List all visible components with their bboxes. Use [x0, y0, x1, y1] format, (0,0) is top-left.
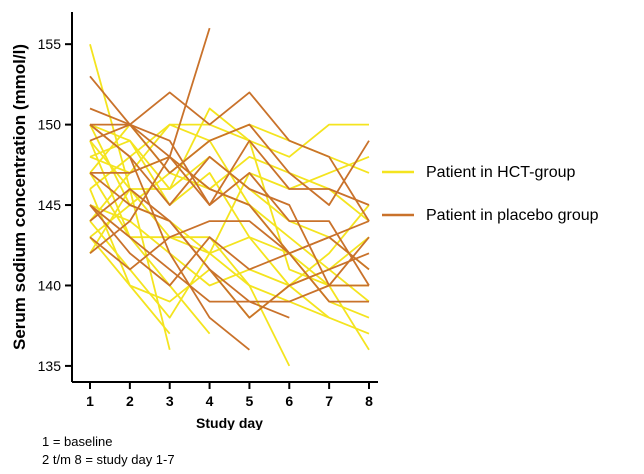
placebo-patient-line: [89, 27, 211, 158]
x-tick-label: 8: [365, 393, 373, 409]
x-axis-ticks: 1 2 3 4 5 6 7 8: [86, 382, 373, 409]
series-lines: [89, 27, 370, 367]
legend-label: Patient in placebo group: [426, 207, 599, 224]
x-tick-label: 7: [325, 393, 333, 409]
x-tick-label: 3: [166, 393, 174, 409]
y-tick-label: 145: [38, 197, 62, 213]
x-tick-label: 6: [285, 393, 293, 409]
x-tick-label: 2: [126, 393, 134, 409]
hct-patient-line: [89, 204, 370, 335]
placebo-patient-line: [89, 204, 290, 319]
hct-patient-line: [89, 107, 370, 351]
placebo-patient-line: [89, 172, 370, 319]
legend: Patient in HCT-group Patient in placebo g…: [382, 164, 599, 224]
y-axis-label: Serum sodium concentration (mmol/l): [10, 44, 29, 350]
placebo-patient-line: [89, 123, 370, 286]
y-tick-label: 155: [38, 36, 62, 52]
hct-patient-line: [89, 139, 370, 319]
legend-label: Patient in HCT-group: [426, 164, 576, 181]
y-tick-label: 150: [38, 117, 62, 133]
y-axis-ticks: 135 140 145 150 155: [38, 36, 72, 374]
y-tick-label: 135: [38, 358, 62, 374]
placebo-patient-line: [89, 204, 370, 287]
placebo-patient-line: [89, 188, 370, 303]
placebo-patient-line: [89, 220, 369, 303]
x-axis-label: Study day: [196, 415, 263, 430]
placebo-patient-line: [90, 123, 370, 206]
placebo-patient-line: [89, 91, 370, 222]
x-tick-label: 4: [206, 393, 214, 409]
x-tick-label: 5: [246, 393, 254, 409]
y-tick-label: 140: [38, 277, 62, 293]
footnote-baseline: 1 = baseline: [42, 434, 113, 449]
line-chart: 135 140 145 150 155 1 2 3 4 5 6 7 8 Serum sodium co…: [10, 12, 599, 430]
x-tick-label: 1: [86, 393, 94, 409]
footnote-study-days: 2 t/m 8 = study day 1-7: [42, 452, 175, 467]
